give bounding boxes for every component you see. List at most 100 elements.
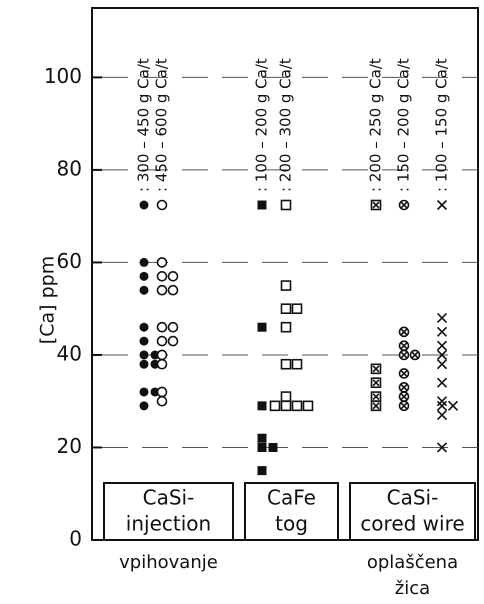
data-point bbox=[370, 391, 382, 402]
marker-shape bbox=[139, 257, 149, 267]
marker-shape bbox=[269, 400, 281, 412]
y-tick-label: 0 bbox=[69, 527, 82, 551]
marker-shape bbox=[156, 358, 168, 370]
data-point bbox=[436, 326, 448, 337]
marker-shape bbox=[400, 201, 408, 209]
data-point bbox=[302, 400, 314, 412]
marker-shape bbox=[139, 350, 149, 360]
data-point bbox=[257, 442, 267, 452]
data-point bbox=[156, 321, 168, 333]
marker-shape bbox=[436, 400, 448, 411]
marker-shape bbox=[291, 303, 303, 314]
marker-shape bbox=[139, 271, 149, 281]
data-point bbox=[156, 257, 168, 268]
marker-shape bbox=[436, 359, 448, 370]
marker-shape bbox=[156, 335, 168, 347]
marker-shape bbox=[302, 400, 314, 412]
data-point bbox=[139, 350, 149, 360]
marker-shape bbox=[400, 369, 408, 377]
marker-shape bbox=[400, 393, 408, 401]
data-point bbox=[447, 400, 459, 411]
marker-shape bbox=[257, 466, 267, 476]
marker-shape bbox=[139, 322, 149, 332]
data-point bbox=[139, 359, 149, 369]
legend-marker bbox=[257, 200, 267, 210]
marker-shape bbox=[156, 321, 168, 333]
marker-shape bbox=[400, 351, 408, 359]
data-point bbox=[139, 257, 149, 267]
group-caption: oplaščena bbox=[367, 552, 458, 573]
data-point bbox=[436, 410, 448, 421]
data-point bbox=[436, 442, 448, 453]
data-point bbox=[436, 400, 448, 411]
data-point bbox=[269, 400, 281, 412]
marker-shape bbox=[167, 284, 179, 296]
data-point bbox=[370, 400, 382, 412]
marker-shape bbox=[156, 349, 168, 361]
marker-shape bbox=[291, 400, 303, 412]
marker-shape bbox=[372, 393, 380, 401]
marker-shape bbox=[280, 199, 292, 211]
marker-shape bbox=[280, 321, 292, 333]
data-point bbox=[370, 377, 382, 389]
data-point bbox=[280, 280, 292, 291]
legend-label: : 450 – 600 g Ca/t bbox=[153, 58, 171, 192]
data-point bbox=[156, 271, 168, 282]
data-point bbox=[436, 377, 448, 388]
data-point bbox=[139, 285, 149, 295]
legend-marker bbox=[370, 199, 382, 211]
legend-marker bbox=[280, 199, 292, 211]
data-point bbox=[398, 326, 410, 338]
marker-shape bbox=[257, 401, 267, 411]
data-point bbox=[370, 363, 382, 375]
marker-shape bbox=[400, 402, 408, 410]
data-point bbox=[436, 340, 448, 351]
data-point bbox=[436, 396, 448, 407]
data-point bbox=[436, 349, 448, 361]
marker-shape bbox=[167, 271, 179, 282]
data-point bbox=[156, 395, 168, 407]
data-point bbox=[257, 433, 267, 443]
legend-label: : 150 – 200 g Ca/t bbox=[395, 58, 413, 192]
marker-shape bbox=[139, 336, 149, 346]
y-tick-label: 20 bbox=[57, 434, 82, 458]
marker-shape bbox=[156, 257, 168, 268]
marker-shape bbox=[280, 358, 292, 370]
marker-shape bbox=[291, 358, 303, 370]
y-tick-label: 60 bbox=[57, 249, 82, 273]
marker-shape bbox=[436, 326, 448, 337]
data-point bbox=[398, 400, 410, 412]
data-point bbox=[398, 368, 410, 379]
data-point bbox=[291, 400, 303, 412]
data-point bbox=[167, 321, 179, 333]
marker-shape bbox=[436, 410, 448, 421]
data-point bbox=[257, 322, 267, 332]
marker-shape bbox=[400, 383, 408, 391]
marker-shape bbox=[436, 377, 448, 388]
legend-label: : 200 – 250 g Ca/t bbox=[367, 58, 385, 192]
legend-label: : 100 – 150 g Ca/t bbox=[433, 58, 451, 192]
data-point bbox=[291, 303, 303, 314]
legend-label: : 300 – 450 g Ca/t bbox=[135, 58, 153, 192]
marker-shape bbox=[257, 200, 267, 210]
marker-shape bbox=[280, 391, 292, 402]
marker-shape bbox=[372, 201, 380, 209]
data-point bbox=[167, 271, 179, 282]
group-label: cored wire bbox=[360, 512, 464, 536]
legend-label: : 100 – 200 g Ca/t bbox=[253, 58, 271, 192]
marker-shape bbox=[257, 322, 267, 332]
marker-shape bbox=[436, 312, 448, 324]
data-point bbox=[156, 335, 168, 347]
data-point bbox=[167, 284, 179, 296]
marker-shape bbox=[400, 328, 408, 336]
marker-shape bbox=[156, 284, 168, 296]
group-label: CaFe bbox=[267, 486, 316, 510]
legend-marker bbox=[436, 199, 448, 211]
marker-shape bbox=[436, 349, 448, 361]
marker-shape bbox=[436, 199, 448, 211]
marker-shape bbox=[400, 342, 408, 350]
data-point bbox=[409, 349, 421, 361]
group-label: CaSi- bbox=[387, 486, 439, 510]
group-caption: vpihovanje bbox=[119, 552, 218, 573]
